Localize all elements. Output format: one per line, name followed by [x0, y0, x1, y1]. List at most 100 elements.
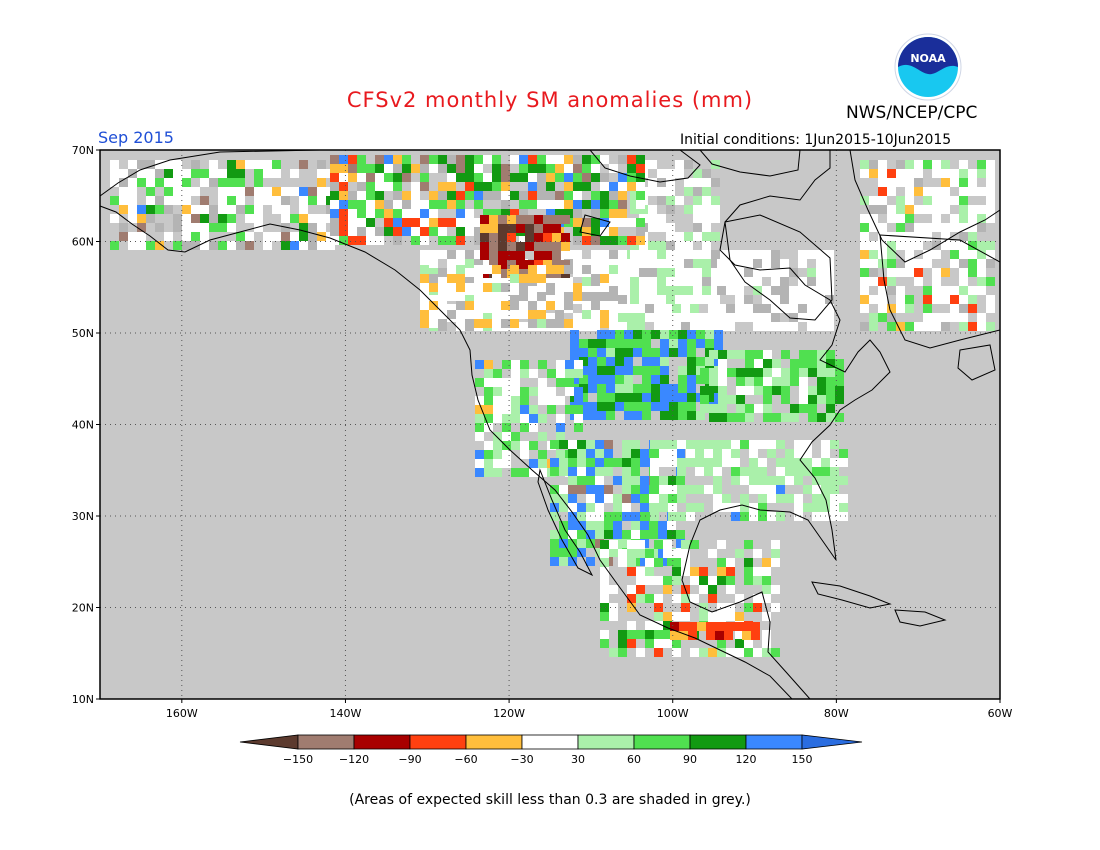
anomaly-cell: [785, 467, 794, 476]
anomaly-cell: [474, 236, 483, 245]
anomaly-cell: [511, 432, 520, 441]
anomaly-cell: [718, 395, 727, 404]
anomaly-cell: [968, 241, 977, 250]
anomaly-cell: [236, 196, 245, 205]
anomaly-cell: [475, 450, 484, 459]
anomaly-cell: [905, 214, 914, 223]
anomaly-cell: [586, 476, 595, 485]
anomaly-cell: [825, 259, 834, 268]
anomaly-cell: [663, 259, 672, 268]
anomaly-cell: [636, 540, 645, 549]
anomaly-cell: [932, 196, 941, 205]
lat-label: 40N: [72, 419, 94, 432]
anomaly-cell: [668, 503, 677, 512]
legend-swatch: [465, 734, 523, 750]
anomaly-cell: [330, 173, 339, 182]
anomaly-cell: [860, 232, 869, 241]
anomaly-cell: [807, 286, 816, 295]
anomaly-cell: [447, 268, 456, 277]
anomaly-cell: [600, 319, 609, 328]
anomaly-cell: [860, 322, 869, 331]
anomaly-cell: [456, 265, 465, 274]
anomaly-cell: [812, 503, 821, 512]
anomaly-cell: [794, 494, 803, 503]
anomaly-cell: [218, 205, 227, 214]
anomaly-cell: [137, 214, 146, 223]
anomaly-cell: [753, 576, 762, 585]
land-polygon: [895, 610, 945, 626]
anomaly-cell: [812, 494, 821, 503]
anomaly-cell: [686, 458, 695, 467]
anomaly-cell: [648, 277, 657, 286]
anomaly-cell: [528, 173, 537, 182]
anomaly-cell: [591, 173, 600, 182]
anomaly-cell: [366, 164, 375, 173]
anomaly-cell: [559, 503, 568, 512]
anomaly-cell: [582, 310, 591, 319]
anomaly-cell: [600, 567, 609, 576]
anomaly-cell: [538, 459, 547, 468]
anomaly-cell: [699, 567, 708, 576]
anomaly-cell: [654, 576, 663, 585]
anomaly-cell: [624, 339, 633, 348]
anomaly-cell: [606, 339, 615, 348]
anomaly-cell: [579, 393, 588, 402]
anomaly-cell: [708, 648, 717, 657]
anomaly-cell: [675, 160, 684, 169]
anomaly-cell: [543, 251, 552, 260]
anomaly-cell: [821, 467, 830, 476]
anomaly-cell: [950, 295, 959, 304]
anomaly-cell: [672, 576, 681, 585]
anomaly-cell: [516, 242, 525, 251]
legend-swatch: [353, 734, 411, 750]
anomaly-cell: [821, 440, 830, 449]
anomaly-cell: [744, 639, 753, 648]
anomaly-cell: [493, 459, 502, 468]
anomaly-cell: [128, 160, 137, 169]
anomaly-cell: [591, 200, 600, 209]
anomaly-cell: [550, 494, 559, 503]
anomaly-cell: [830, 485, 839, 494]
anomaly-cell: [905, 259, 914, 268]
anomaly-cell: [624, 393, 633, 402]
anomaly-cell: [236, 187, 245, 196]
anomaly-cell: [604, 458, 613, 467]
anomaly-cell: [860, 286, 869, 295]
anomaly-cell: [744, 603, 753, 612]
anomaly-cell: [660, 402, 669, 411]
anomaly-cell: [708, 304, 717, 313]
legend-swatch: [745, 734, 803, 750]
anomaly-cell: [825, 268, 834, 277]
coastline: [811, 581, 892, 609]
anomaly-cell: [663, 277, 672, 286]
anomaly-cell: [254, 178, 263, 187]
anomaly-cell: [411, 191, 420, 200]
anomaly-cell: [555, 191, 564, 200]
anomaly-cell: [678, 348, 687, 357]
anomaly-cell: [492, 209, 501, 218]
anomaly-cell: [666, 169, 675, 178]
anomaly-cell: [474, 182, 483, 191]
anomaly-cell: [781, 350, 790, 359]
anomaly-cell: [263, 196, 272, 205]
anomaly-cell: [493, 432, 502, 441]
anomaly-cell: [789, 322, 798, 331]
coastline: [879, 234, 1001, 349]
anomaly-cell: [128, 178, 137, 187]
anomaly-cell: [959, 232, 968, 241]
anomaly-cell: [475, 423, 484, 432]
land-polygon: [700, 150, 800, 176]
anomaly-cell: [887, 250, 896, 259]
anomaly-cell: [763, 413, 772, 422]
anomaly-cell: [923, 286, 932, 295]
lat-label: 60N: [72, 236, 94, 249]
anomaly-cell: [618, 191, 627, 200]
anomaly-cell: [528, 319, 537, 328]
anomaly-cell: [735, 277, 744, 286]
anomaly-cell: [429, 200, 438, 209]
anomaly-cell: [597, 330, 606, 339]
anomaly-cell: [672, 639, 681, 648]
anomaly-cell: [357, 227, 366, 236]
anomaly-cell: [588, 375, 597, 384]
anomaly-cell: [663, 612, 672, 621]
